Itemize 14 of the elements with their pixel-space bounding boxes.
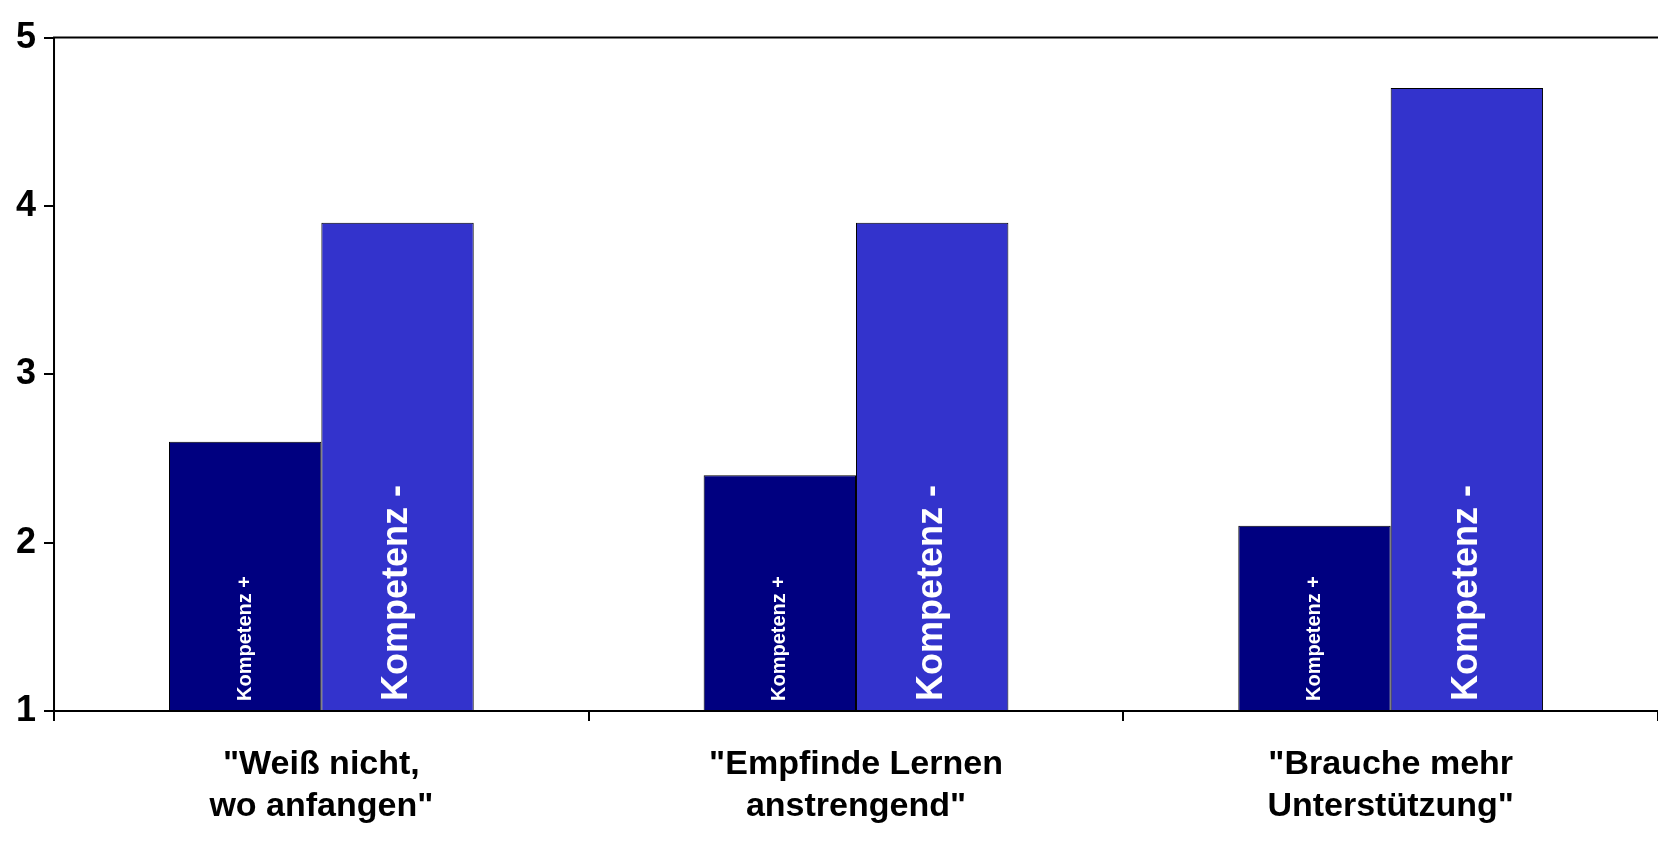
y-tick-label: 2 <box>15 519 37 561</box>
series-label: Kompetenz - <box>1443 485 1485 701</box>
text: Kompetenz - <box>374 485 416 701</box>
text: Kompetenz + <box>232 575 255 701</box>
series-label: Kompetenz + <box>1302 575 1324 701</box>
text: Kompetenz + <box>767 575 790 701</box>
y-tick-label: 1 <box>15 687 37 729</box>
text: Kompetenz - <box>909 485 951 701</box>
y-tick-label: 5 <box>15 14 37 56</box>
x-tick-label: "Empfinde Lernen anstrengend" <box>709 742 1003 824</box>
x-tick-label: "Brauche mehr Unterstützung" <box>1267 742 1514 824</box>
y-tick-label: 3 <box>15 351 37 393</box>
x-tick-label: "Weiß nicht, wo anfangen" <box>208 742 434 824</box>
y-tick-label: 4 <box>15 182 37 224</box>
